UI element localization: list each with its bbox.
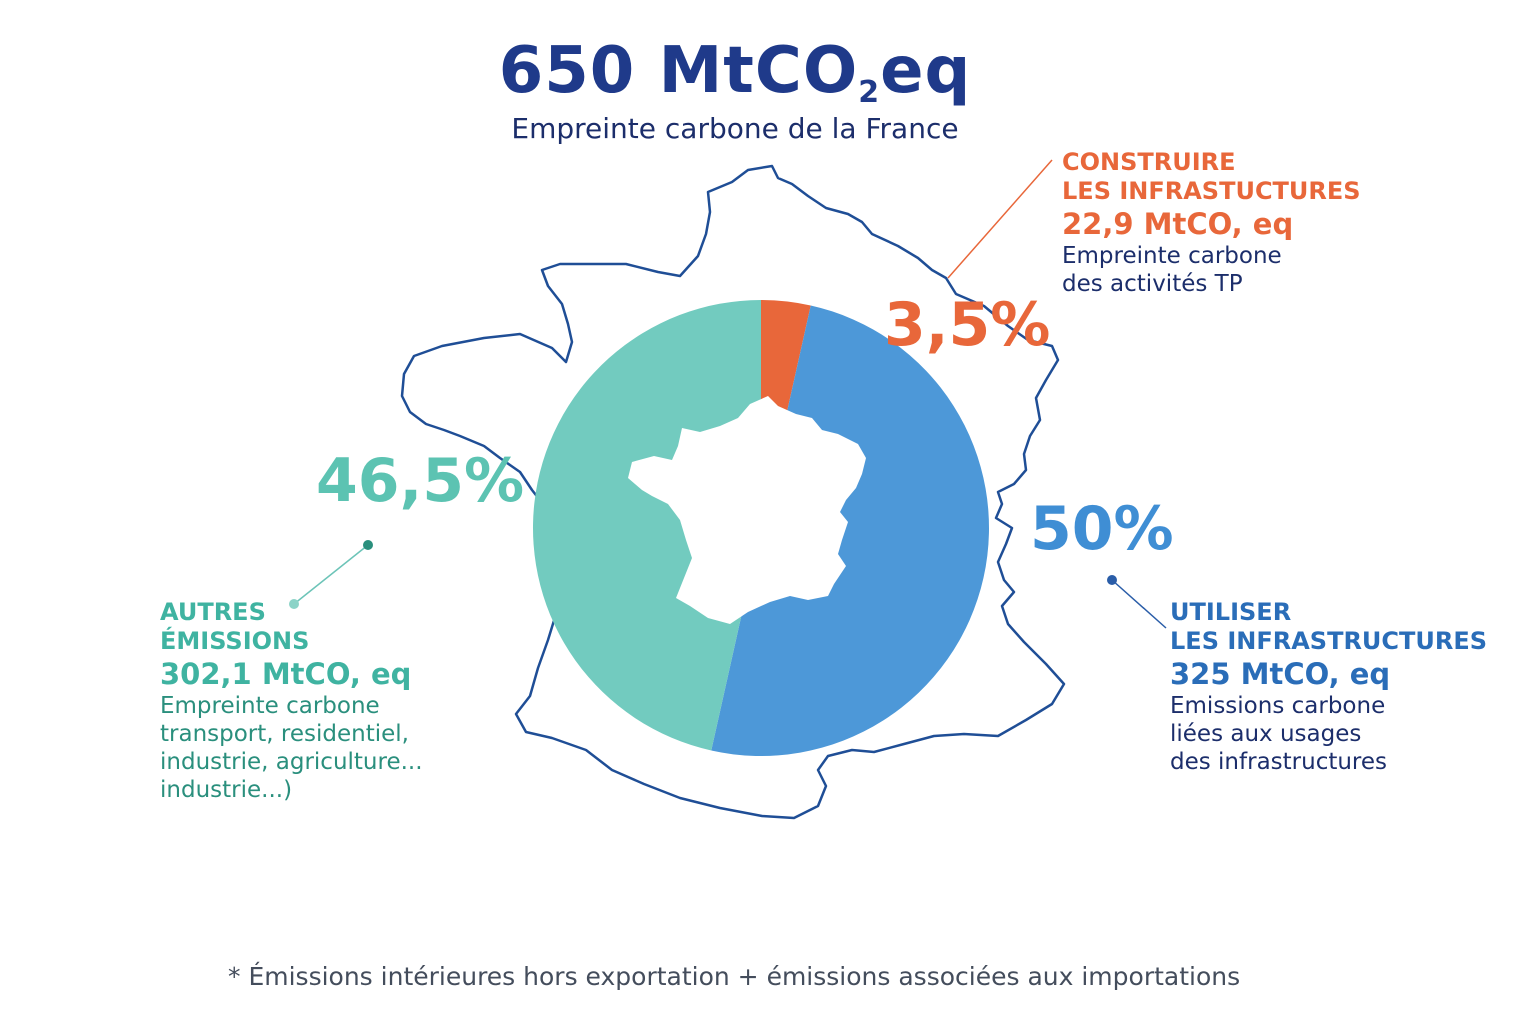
chart-subtitle: Empreinte carbone de la France: [511, 112, 959, 145]
percent-label-other: 46,5%: [316, 446, 525, 516]
leader-dot-use: [1107, 575, 1117, 585]
footnote: * Émissions intérieures hors exportation…: [228, 962, 1241, 991]
leader-line-build: [947, 159, 1053, 279]
percent-label-use: 50%: [1030, 494, 1174, 564]
pie-slice-other: [532, 299, 761, 751]
other-desc-4: industrie...): [160, 777, 293, 804]
use-desc-2: liées aux usages: [1170, 720, 1362, 747]
leader-line-other: [293, 544, 369, 605]
percent-label-build: 3,5%: [884, 290, 1051, 360]
other-value: 302,1 MtCO, eq: [160, 656, 412, 691]
build-desc-1: Empreinte carbone: [1062, 242, 1282, 269]
annotation-other: AUTRES ÉMISSIONS 302,1 MtCO, eq Empreint…: [160, 598, 423, 804]
build-value: 22,9 MtCO, eq: [1062, 206, 1294, 241]
annotation-use: UTILISER LES INFRASTRUCTURES 325 MtCO, e…: [1170, 598, 1487, 776]
use-heading-2: LES INFRASTRUCTURES: [1170, 627, 1488, 656]
annotation-build: CONSTRUIRE LES INFRASTUCTURES 22,9 MtCO,…: [1062, 148, 1361, 298]
build-heading-2: LES INFRASTUCTURES: [1062, 177, 1361, 206]
leader-line-use: [1111, 579, 1167, 629]
other-desc-1: Empreinte carbone: [160, 692, 380, 719]
build-desc-2: des activités TP: [1062, 270, 1243, 297]
use-heading-1: UTILISER: [1170, 598, 1292, 626]
other-desc-2: transport, residentiel,: [160, 720, 409, 747]
other-desc-3: industrie, agriculture...: [160, 749, 423, 775]
leader-dot-other-2: [289, 599, 299, 609]
chart-title: 650 MtCO2eq: [498, 34, 972, 110]
leader-dot-other-1: [363, 540, 373, 550]
use-desc-1: Emissions carbone: [1170, 692, 1386, 719]
pie-slice-use: [711, 305, 990, 757]
use-desc-3: des infrastructures: [1170, 749, 1388, 775]
other-heading-2: ÉMISSIONS: [160, 627, 310, 656]
france-outline-large: [400, 164, 1066, 820]
use-value: 325 MtCO, eq: [1170, 656, 1391, 691]
build-heading-1: CONSTRUIRE: [1062, 148, 1236, 176]
other-heading-1: AUTRES: [160, 598, 266, 626]
france-silhouette-small: [628, 396, 866, 624]
